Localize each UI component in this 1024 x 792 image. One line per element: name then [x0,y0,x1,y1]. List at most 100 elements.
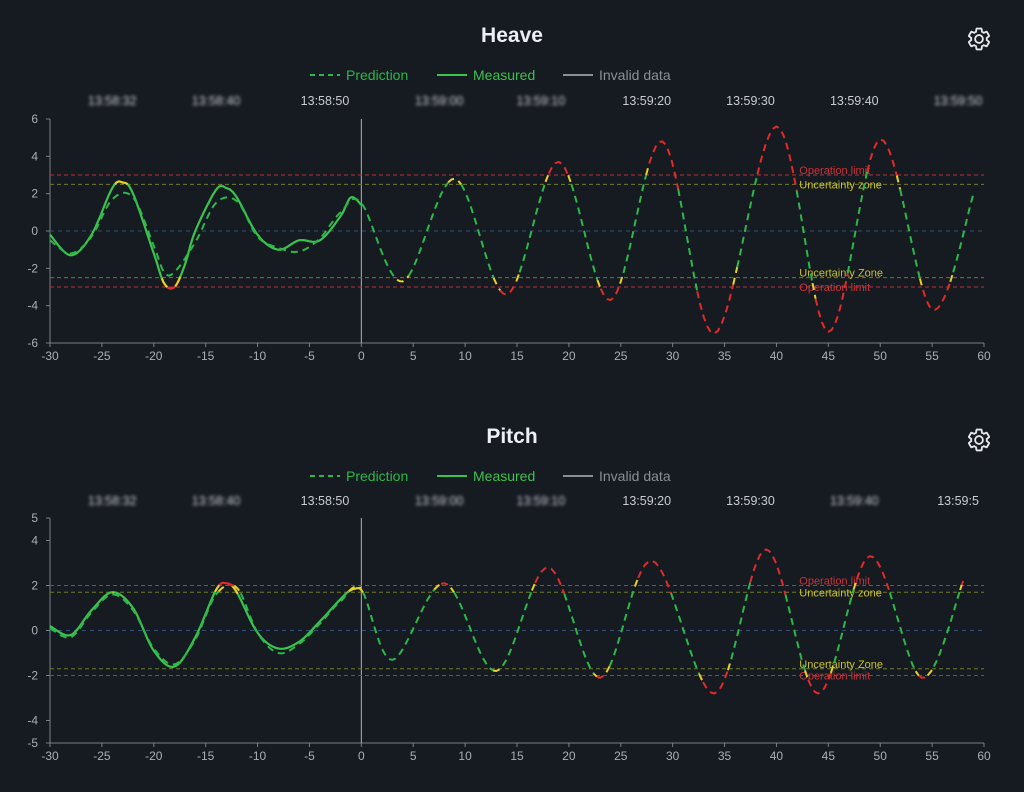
x-tick-label: 45 [822,349,836,363]
time-tick-label: 13:59:30 [726,494,775,508]
measured-segment [126,183,163,279]
x-tick-label: 50 [874,749,888,763]
x-tick-label: 55 [925,749,939,763]
x-tick-label: 30 [666,349,680,363]
x-tick-label: 25 [614,349,628,363]
prediction-segment [449,587,455,593]
prediction-segment [453,591,494,672]
prediction-segment [619,272,625,284]
y-tick-label: 5 [31,511,38,525]
prediction-segment [698,673,704,683]
measured-segment [49,183,116,257]
time-tick-label: 13:59:10 [517,494,566,508]
legend-invalid-label: Invalid data [599,468,671,484]
time-tick-label: 13:59:40 [830,94,879,108]
prediction-series [49,125,975,335]
time-tick-label: 13:59:00 [415,494,464,508]
x-tick-label: -10 [249,749,267,763]
legend-invalid[interactable]: Invalid data [563,67,671,83]
time-tick-label: 13:58:50 [301,94,350,108]
prediction-segment [433,582,442,591]
operation-limit-upper-label: Operation limit [799,576,870,588]
time-tick-label: 13:59:5 [937,494,979,508]
prediction-segment [396,275,410,283]
prediction-segment [492,665,504,672]
prediction-segment [492,277,501,291]
x-tick-label: -30 [41,749,59,763]
prediction-segment [348,585,364,593]
prediction-segment [515,272,521,282]
prediction-segment [866,138,898,176]
heave-panel: Operation limit Uncertainty zone Uncertain… [27,24,992,363]
x-tick-label: 15 [510,349,524,363]
gear-icon[interactable] [966,427,992,453]
prediction-segment [447,177,462,186]
measured-segment [236,590,349,650]
prediction-segment [499,280,518,296]
x-tick-label: 0 [358,349,365,363]
measured-segment [160,277,169,288]
prediction-segment [852,578,858,590]
legend-measured[interactable]: Measured [437,468,535,484]
x-tick-label: 35 [718,349,732,363]
prediction-segment [596,279,602,290]
time-tick-label: 13:58:32 [88,494,137,508]
prediction-segment [829,662,836,674]
prediction-segment [460,183,495,279]
prediction-segment [804,670,810,681]
prediction-segment [899,189,921,279]
prediction-segment [605,665,611,673]
gear-icon[interactable] [966,26,992,52]
time-tick-label: 13:58:50 [301,494,350,508]
x-tick-label: -25 [93,749,111,763]
prediction-segment [732,266,739,285]
prediction-segment [362,588,436,661]
prediction-segment [895,175,902,190]
legend-prediction[interactable]: Prediction [310,67,408,83]
y-tick-label: 0 [31,624,38,638]
prediction-segment [622,174,648,274]
legend-measured[interactable]: Measured [437,67,535,83]
legend-invalid-label: Invalid data [599,67,671,83]
prediction-segment [926,666,935,677]
prediction-segment [648,140,680,190]
time-tick-label: 13:59:30 [726,94,775,108]
prediction-segment [530,582,537,591]
prediction-segment [914,670,920,677]
y-tick-label: -2 [27,261,38,275]
legend-measured-label: Measured [473,468,536,484]
y-tick-label: 4 [31,534,38,548]
prediction-series [49,548,965,695]
heave-chart: Operation limit Uncertainty zone Uncertain… [27,94,991,363]
prediction-segment [756,125,798,191]
prediction-segment [749,548,787,596]
measured-segment [113,591,216,668]
prediction-segment [407,181,450,277]
uncertainty-lower-label: Uncertainty Zone [799,268,883,280]
x-tick-label: 40 [770,749,784,763]
prediction-segment [814,272,849,333]
legend-prediction[interactable]: Prediction [310,468,408,484]
prediction-segment [227,583,235,587]
measured-segment [49,591,113,637]
operation-limit-upper-label: Operation limit [799,165,870,177]
x-tick-label: 45 [822,749,836,763]
prediction-segment [918,674,929,679]
y-tick-label: 2 [31,579,38,593]
time-tick-label: 13:58:40 [192,494,241,508]
measured-segment [166,285,176,290]
prediction-segment [440,582,452,589]
x-tick-label: -10 [249,349,267,363]
time-tick-label: 13:59:10 [517,94,566,108]
prediction-segment [918,278,924,291]
prediction-segment [637,559,672,594]
prediction-segment [949,272,955,283]
y-tick-label: -2 [27,669,38,683]
measured-segment [214,584,221,593]
prediction-segment [592,672,598,678]
legend-invalid[interactable]: Invalid data [563,468,671,484]
pitch-legend: Prediction Measured Invalid data [0,468,1024,488]
prediction-segment [833,589,855,663]
pitch-panel: Operation limit Uncertainty zone Uncertain… [0,400,1024,792]
x-tick-label: 35 [718,749,732,763]
